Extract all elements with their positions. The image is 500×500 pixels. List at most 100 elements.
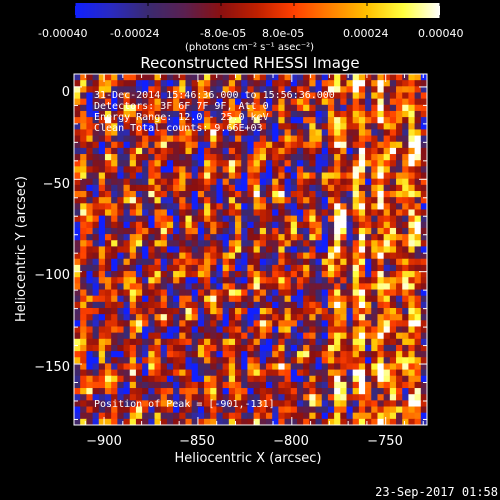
heatmap-cell <box>235 74 242 81</box>
heatmap-cell <box>358 184 366 192</box>
heatmap-cell <box>216 166 224 174</box>
heatmap-cell <box>371 271 379 278</box>
heatmap-cell <box>408 80 416 87</box>
heatmap-cell <box>179 166 187 174</box>
heatmap-cell <box>123 160 131 167</box>
heatmap-cell <box>166 129 174 137</box>
heatmap-cell <box>296 240 304 248</box>
heatmap-cell <box>259 320 267 328</box>
heatmap-cell <box>197 141 205 149</box>
heatmap-cell <box>278 80 286 87</box>
heatmap-cell <box>129 209 137 217</box>
heatmap-cell <box>309 166 317 174</box>
heatmap-cell <box>420 178 427 186</box>
heatmap-cell <box>241 344 248 352</box>
heatmap-cell <box>173 400 180 408</box>
heatmap-cell <box>321 314 329 321</box>
heatmap-cell <box>191 406 199 414</box>
heatmap-cell <box>383 314 391 321</box>
heatmap-cell <box>204 184 211 192</box>
heatmap-cell <box>377 197 385 204</box>
heatmap-cell <box>259 80 267 87</box>
heatmap-cell <box>396 197 403 204</box>
heatmap-cell <box>173 86 180 94</box>
colorbar-tick-label: 0.00024 <box>343 27 389 40</box>
heatmap-cell <box>290 215 298 223</box>
heatmap-cell <box>173 357 180 365</box>
heatmap-cell <box>414 209 422 217</box>
heatmap-cell <box>142 154 149 161</box>
heatmap-cell <box>272 406 279 414</box>
heatmap-cell <box>420 344 427 352</box>
heatmap-cell <box>365 221 372 229</box>
heatmap-cell <box>160 154 168 161</box>
heatmap-cell <box>98 221 106 229</box>
heatmap-cell <box>315 271 323 278</box>
heatmap-cell <box>389 135 397 143</box>
heatmap-cell <box>327 357 335 365</box>
heatmap-cell <box>204 135 211 143</box>
heatmap-cell <box>389 295 397 303</box>
heatmap-cell <box>253 203 261 211</box>
heatmap-cell <box>222 123 230 131</box>
heatmap-cell <box>210 172 218 180</box>
heatmap-cell <box>191 141 199 149</box>
heatmap-cell <box>148 172 156 180</box>
heatmap-cell <box>389 308 397 315</box>
heatmap-cell <box>321 351 329 358</box>
heatmap-cell <box>396 363 403 371</box>
heatmap-cell <box>129 351 137 358</box>
heatmap-cell <box>235 209 242 217</box>
heatmap-cell <box>272 308 279 315</box>
heatmap-cell <box>92 104 100 112</box>
heatmap-cell <box>129 227 137 235</box>
heatmap-cell <box>340 301 348 309</box>
heatmap-cell <box>365 203 372 211</box>
heatmap-cell <box>179 369 187 377</box>
heatmap-cell <box>290 406 298 414</box>
heatmap-cell <box>98 184 106 192</box>
heatmap-cell <box>334 209 341 217</box>
heatmap-cell <box>98 74 106 81</box>
heatmap-cell <box>352 227 360 235</box>
heatmap-cell <box>166 400 174 408</box>
heatmap-cell <box>309 178 317 186</box>
heatmap-cell <box>235 92 242 100</box>
heatmap-cell <box>235 154 242 161</box>
heatmap-cell <box>309 277 317 284</box>
heatmap-cell <box>346 412 354 420</box>
heatmap-cell <box>80 227 87 235</box>
heatmap-cell <box>377 258 385 266</box>
heatmap-cell <box>197 308 205 315</box>
heatmap-cell <box>346 332 354 340</box>
heatmap-cell <box>272 74 279 81</box>
heatmap-cell <box>259 388 267 395</box>
heatmap-cell <box>142 135 149 143</box>
heatmap-cell <box>123 351 131 358</box>
heatmap-cell <box>185 338 193 346</box>
heatmap-cell <box>135 184 143 192</box>
heatmap-cell <box>402 178 410 186</box>
heatmap-cell <box>414 178 422 186</box>
heatmap-cell <box>309 351 317 358</box>
heatmap-cell <box>346 154 354 161</box>
heatmap-cell <box>123 221 131 229</box>
heatmap-cell <box>247 141 255 149</box>
heatmap-cell <box>408 271 416 278</box>
heatmap-cell <box>135 394 143 401</box>
heatmap-cell <box>352 141 360 149</box>
heatmap-cell <box>241 289 248 297</box>
heatmap-cell <box>148 215 156 223</box>
heatmap-cell <box>247 80 255 87</box>
heatmap-cell <box>358 74 366 81</box>
heatmap-cell <box>303 344 310 352</box>
heatmap-cell <box>309 110 317 118</box>
heatmap-cell <box>80 80 87 87</box>
heatmap-cell <box>365 264 372 272</box>
heatmap-cell <box>365 308 372 315</box>
heatmap-cell <box>358 172 366 180</box>
heatmap-cell <box>117 74 125 81</box>
heatmap-cell <box>371 277 379 284</box>
heatmap-cell <box>296 400 304 408</box>
heatmap-cell <box>340 271 348 278</box>
